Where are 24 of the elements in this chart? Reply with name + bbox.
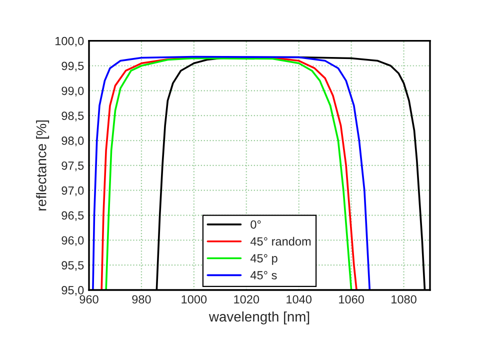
legend-label: 45° s <box>250 271 277 280</box>
legend-label: 0° <box>250 220 261 229</box>
x-tick-label: 1080 <box>392 295 416 304</box>
x-tick-label: 1020 <box>234 295 260 304</box>
y-tick-label: 95,0 <box>62 286 84 296</box>
x-tick-label: 1000 <box>182 295 207 304</box>
y-tick-label: 99,0 <box>62 86 84 96</box>
y-tick-label: 99,5 <box>62 62 84 72</box>
y-tick-label: 100,0 <box>56 36 84 47</box>
y-tick-label: 97,5 <box>62 161 84 172</box>
y-tick-label: 95,5 <box>62 261 84 271</box>
legend-label: 45° p <box>250 254 278 265</box>
legend-label: 45° random <box>250 236 311 246</box>
y-tick-label: 98,0 <box>62 136 84 146</box>
y-tick-label: 96,0 <box>62 236 84 246</box>
x-axis-title: wavelength [nm] <box>208 311 310 324</box>
x-tick-label: 980 <box>132 295 151 304</box>
y-tick-label: 96,5 <box>62 211 84 222</box>
y-tick-label: 97,0 <box>62 186 84 196</box>
y-tick-label: 98,5 <box>62 112 84 122</box>
y-axis-title: reflectance [%] <box>36 120 50 210</box>
x-tick-label: 1040 <box>286 295 312 304</box>
x-tick-label: 960 <box>80 295 98 304</box>
x-tick-label: 1060 <box>339 295 364 304</box>
